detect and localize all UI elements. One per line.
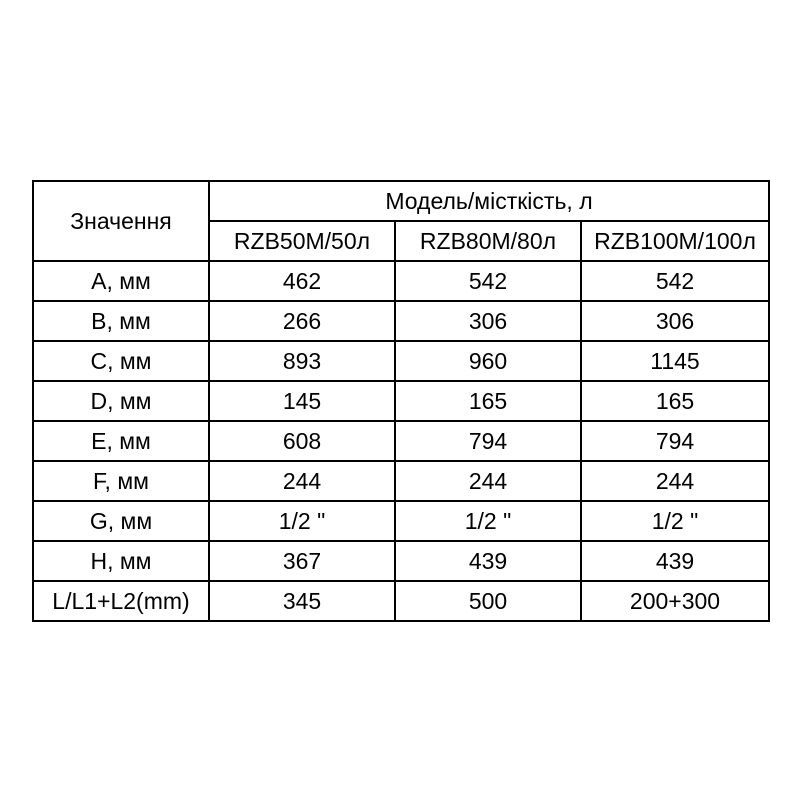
param-cell: F, мм: [33, 461, 209, 501]
table-row: F, мм 244 244 244: [33, 461, 769, 501]
value-cell: 500: [395, 581, 581, 621]
table-row: G, мм 1/2 " 1/2 " 1/2 ": [33, 501, 769, 541]
page: Значення Модель/місткість, л RZB50M/50л …: [0, 0, 800, 800]
value-cell: 1145: [581, 341, 769, 381]
value-cell: 345: [209, 581, 395, 621]
value-cell: 794: [581, 421, 769, 461]
value-cell: 244: [581, 461, 769, 501]
value-cell: 165: [395, 381, 581, 421]
spec-table: Значення Модель/місткість, л RZB50M/50л …: [32, 180, 770, 622]
value-cell: 439: [581, 541, 769, 581]
value-cell: 1/2 ": [581, 501, 769, 541]
param-cell: C, мм: [33, 341, 209, 381]
table-body: A, мм 462 542 542 B, мм 266 306 306 C, м…: [33, 261, 769, 621]
value-cell: 1/2 ": [395, 501, 581, 541]
param-cell: D, мм: [33, 381, 209, 421]
value-cell: 306: [395, 301, 581, 341]
param-cell: A, мм: [33, 261, 209, 301]
header-model-0: RZB50M/50л: [209, 221, 395, 261]
value-cell: 145: [209, 381, 395, 421]
header-model-2: RZB100M/100л: [581, 221, 769, 261]
param-cell: H, мм: [33, 541, 209, 581]
spec-table-container: Значення Модель/місткість, л RZB50M/50л …: [32, 180, 768, 622]
table-row: B, мм 266 306 306: [33, 301, 769, 341]
value-cell: 608: [209, 421, 395, 461]
value-cell: 200+300: [581, 581, 769, 621]
value-cell: 165: [581, 381, 769, 421]
param-cell: L/L1+L2(mm): [33, 581, 209, 621]
table-row: D, мм 145 165 165: [33, 381, 769, 421]
table-head: Значення Модель/місткість, л RZB50M/50л …: [33, 181, 769, 261]
header-row-1: Значення Модель/місткість, л: [33, 181, 769, 221]
value-cell: 1/2 ": [209, 501, 395, 541]
value-cell: 794: [395, 421, 581, 461]
header-model-1: RZB80M/80л: [395, 221, 581, 261]
table-row: E, мм 608 794 794: [33, 421, 769, 461]
value-cell: 306: [581, 301, 769, 341]
value-cell: 542: [395, 261, 581, 301]
table-row: A, мм 462 542 542: [33, 261, 769, 301]
value-cell: 960: [395, 341, 581, 381]
value-cell: 462: [209, 261, 395, 301]
table-row: H, мм 367 439 439: [33, 541, 769, 581]
value-cell: 542: [581, 261, 769, 301]
value-cell: 893: [209, 341, 395, 381]
value-cell: 367: [209, 541, 395, 581]
value-cell: 439: [395, 541, 581, 581]
value-cell: 266: [209, 301, 395, 341]
table-row: L/L1+L2(mm) 345 500 200+300: [33, 581, 769, 621]
header-param-label: Значення: [33, 181, 209, 261]
value-cell: 244: [209, 461, 395, 501]
param-cell: E, мм: [33, 421, 209, 461]
table-row: C, мм 893 960 1145: [33, 341, 769, 381]
header-models-group: Модель/місткість, л: [209, 181, 769, 221]
value-cell: 244: [395, 461, 581, 501]
param-cell: B, мм: [33, 301, 209, 341]
param-cell: G, мм: [33, 501, 209, 541]
